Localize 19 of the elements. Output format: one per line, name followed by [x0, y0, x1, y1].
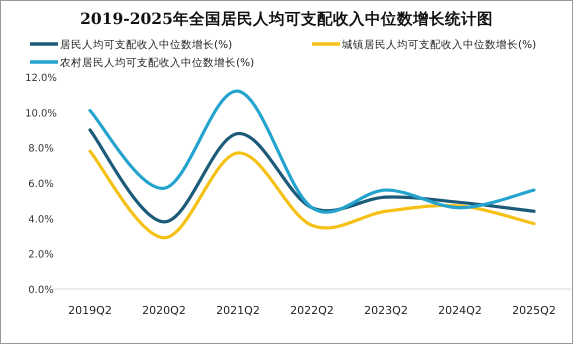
y-tick-label: 12.0% — [25, 73, 57, 84]
x-tick-label: 2020Q2 — [142, 304, 186, 317]
x-tick-label: 2025Q2 — [512, 304, 556, 317]
x-tick-label: 2019Q2 — [68, 304, 112, 317]
y-tick-label: 10.0% — [25, 108, 57, 120]
x-tick-label: 2023Q2 — [364, 304, 408, 317]
x-tick-label: 2022Q2 — [290, 304, 334, 317]
x-tick-label: 2021Q2 — [216, 304, 260, 317]
legend-label: 居民人均可支配收入中位数增长(%) — [60, 38, 232, 51]
line-series — [88, 150, 536, 240]
x-tick-label: 2024Q2 — [438, 304, 482, 317]
y-tick-label: 0.0% — [28, 285, 54, 296]
y-tick-label: 6.0% — [28, 179, 54, 190]
y-tick-label: 2.0% — [28, 250, 54, 261]
y-tick-label: 4.0% — [28, 214, 54, 226]
chart-title: 2019-2025年全国居民人均可支配收入中位数增长统计图 — [80, 9, 493, 28]
legend-label: 农村居民人均可支配收入中位数增长(%) — [60, 56, 254, 69]
y-tick-label: 8.0% — [28, 144, 54, 155]
legend-label: 城镇居民人均可支配收入中位数增长(%) — [341, 38, 536, 51]
